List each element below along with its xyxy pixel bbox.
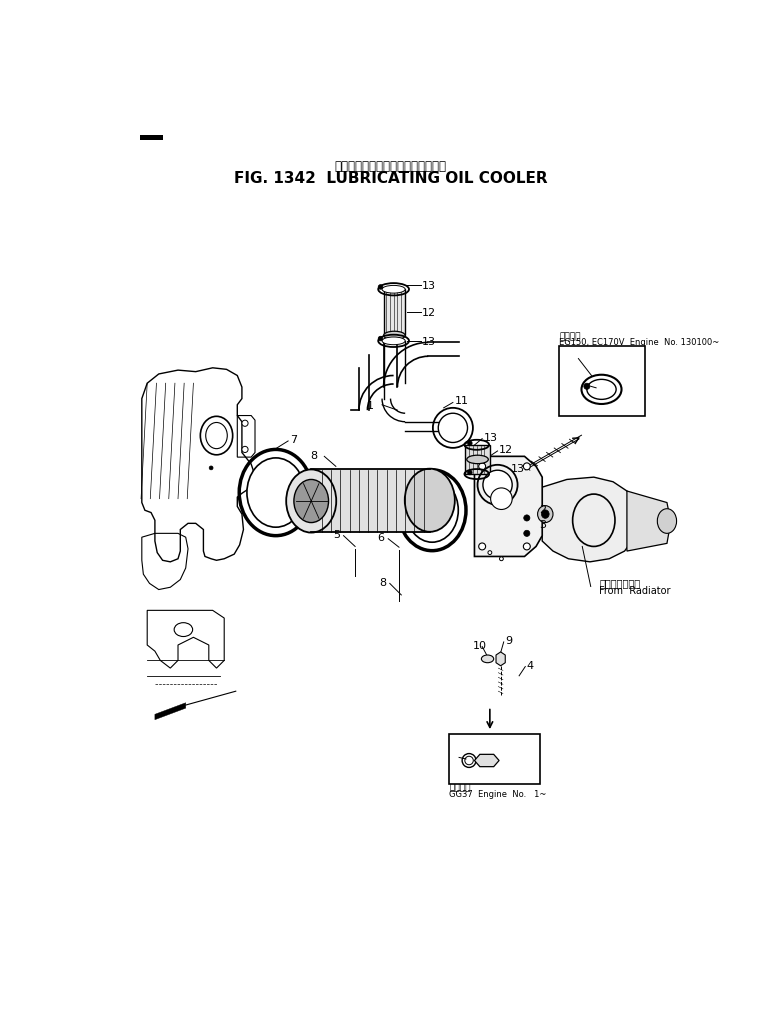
Ellipse shape [587,380,616,400]
Text: 10: 10 [473,640,487,650]
Text: 4: 4 [453,753,461,762]
Ellipse shape [465,756,473,765]
Text: 適用番号: 適用番号 [449,783,471,792]
Text: FIG. 1342  LUBRICATING OIL COOLER: FIG. 1342 LUBRICATING OIL COOLER [234,171,547,185]
Ellipse shape [382,337,405,345]
Ellipse shape [658,510,677,534]
Text: EG150, EC170V  Engine  No. 130100~: EG150, EC170V Engine No. 130100~ [559,337,719,346]
Ellipse shape [523,516,530,522]
Polygon shape [543,478,638,562]
Ellipse shape [467,455,488,465]
Text: 6: 6 [377,533,385,543]
Ellipse shape [488,551,491,555]
Ellipse shape [523,543,530,550]
Text: 12: 12 [499,445,514,454]
Ellipse shape [247,459,305,528]
Text: 13: 13 [422,336,436,346]
Polygon shape [466,445,490,475]
Ellipse shape [462,754,476,767]
Ellipse shape [382,286,405,293]
Ellipse shape [468,441,472,446]
Text: 適用番号: 適用番号 [559,331,581,340]
Text: 11: 11 [454,395,469,406]
Ellipse shape [542,511,549,519]
Text: From  Radiator: From Radiator [599,585,671,595]
Ellipse shape [523,464,530,471]
Ellipse shape [483,471,512,500]
Ellipse shape [538,506,553,523]
Ellipse shape [287,470,336,533]
Ellipse shape [491,488,512,510]
Text: 13: 13 [569,350,587,363]
Ellipse shape [405,469,455,532]
Ellipse shape [242,447,248,453]
Text: 13: 13 [422,281,436,291]
Text: 3: 3 [539,520,546,530]
Polygon shape [475,457,543,557]
Bar [559,346,645,416]
Ellipse shape [378,285,383,290]
Ellipse shape [468,471,472,475]
Text: 8: 8 [379,578,386,587]
Ellipse shape [406,479,458,543]
Polygon shape [496,652,505,666]
Ellipse shape [378,337,383,341]
Text: 1: 1 [367,400,373,411]
Ellipse shape [479,464,485,471]
Ellipse shape [210,467,213,471]
Polygon shape [383,290,405,336]
Text: ラジエータから: ラジエータから [599,578,640,587]
Polygon shape [311,470,430,532]
Text: 7: 7 [290,435,296,445]
Text: 13: 13 [511,464,525,474]
Polygon shape [627,491,671,551]
Text: 12: 12 [422,308,436,318]
Bar [449,734,540,784]
Text: GG37  Engine  No.   1~: GG37 Engine No. 1~ [449,790,546,798]
Ellipse shape [438,414,468,443]
Text: 13: 13 [484,433,498,442]
Ellipse shape [523,531,530,537]
Text: 2: 2 [539,504,546,515]
Ellipse shape [294,480,328,523]
Ellipse shape [383,332,405,340]
Text: 4: 4 [527,660,534,671]
Ellipse shape [584,384,590,390]
Text: 9: 9 [505,636,512,646]
Ellipse shape [479,543,485,550]
Ellipse shape [482,655,494,663]
Text: 8: 8 [310,450,318,461]
Text: 5: 5 [333,530,340,540]
Text: ルーブリケーティングオイルクーラ: ルーブリケーティングオイルクーラ [335,160,447,172]
Polygon shape [155,703,186,720]
Ellipse shape [499,557,504,561]
Polygon shape [475,755,499,767]
Ellipse shape [242,421,248,427]
Polygon shape [140,137,163,141]
